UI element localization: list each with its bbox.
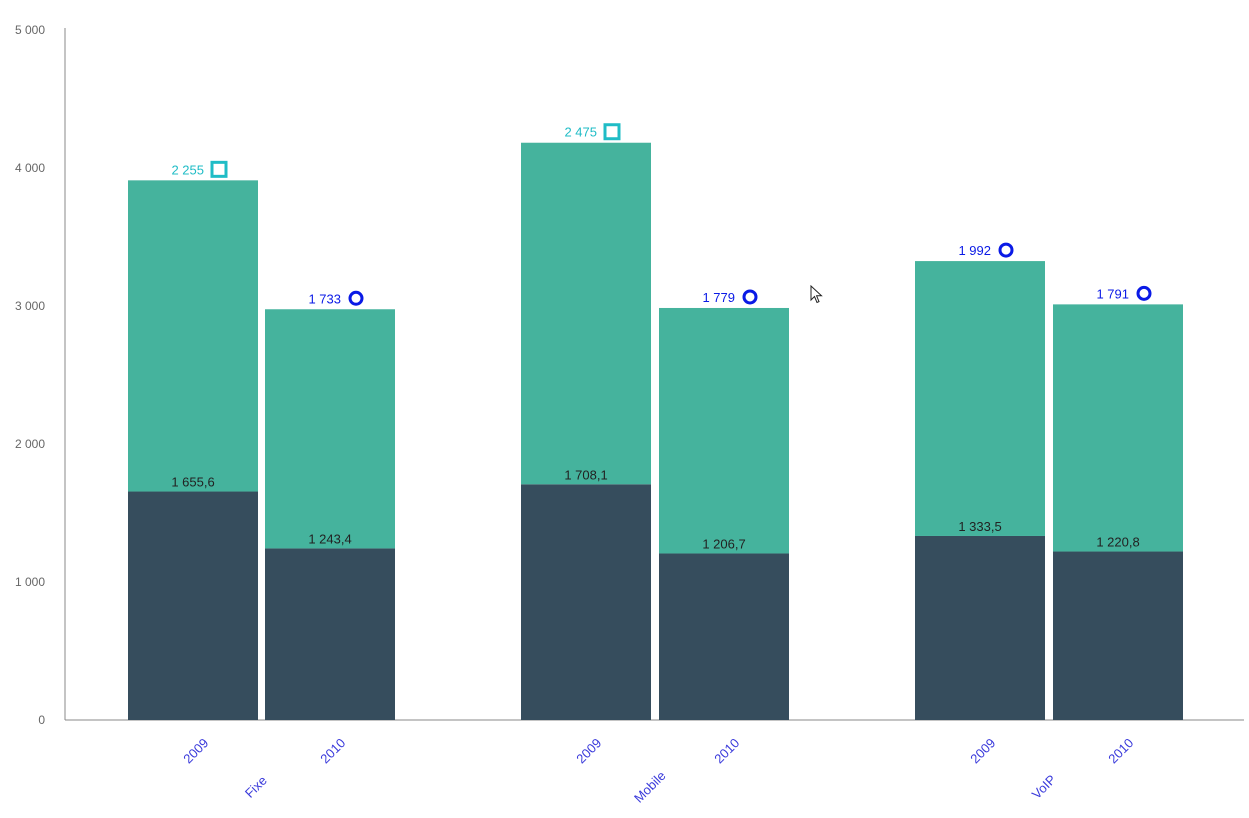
x-axis: 2009 2010 Fixe 2009 2010 Mobile 2009 2010 VoIP (180, 735, 1136, 805)
y-tick-label: 2 000 (15, 437, 45, 451)
y-tick-label: 4 000 (15, 161, 45, 175)
y-tick-label: 3 000 (15, 299, 45, 313)
bar-segment-bottom[interactable] (659, 553, 789, 720)
bar-total-value-label: 1 992 (958, 243, 991, 258)
bar-segment-bottom[interactable] (265, 548, 395, 720)
bar-total-value-label: 2 475 (564, 125, 597, 140)
bars (128, 142, 1183, 720)
x-tick-label: 2010 (1105, 735, 1136, 766)
bar-bottom-value-label: 1 243,4 (308, 531, 351, 546)
x-group-label: VoIP (1029, 772, 1059, 802)
bar-bottom-value-label: 1 206,7 (702, 536, 745, 551)
x-tick-label: 2010 (711, 735, 742, 766)
x-tick-label: 2009 (967, 735, 998, 766)
y-tick-label: 1 000 (15, 575, 45, 589)
bar-segment-bottom[interactable] (128, 491, 258, 720)
bar-segment-bottom[interactable] (915, 535, 1045, 720)
bar-total-value-label: 2 255 (171, 162, 204, 177)
bar-bottom-value-label: 1 333,5 (958, 519, 1001, 534)
circle-marker-icon[interactable] (1136, 285, 1152, 301)
x-group-label: Mobile (631, 768, 669, 806)
x-tick-label: 2010 (317, 735, 348, 766)
bar-bottom-value-label: 1 220,8 (1096, 535, 1139, 550)
circle-marker-icon[interactable] (998, 242, 1014, 258)
x-group-label: Fixe (242, 773, 270, 801)
y-axis: 0 1 000 2 000 3 000 4 000 5 000 (15, 23, 1244, 727)
bar-segment-bottom[interactable] (1053, 551, 1183, 720)
bar-total-value-label: 1 733 (308, 291, 341, 306)
bar-total-value-label: 1 791 (1096, 286, 1129, 301)
bar-segment-bottom[interactable] (521, 484, 651, 720)
x-tick-label: 2009 (180, 735, 211, 766)
bar-segment-top[interactable] (265, 309, 395, 549)
bar-segment-top[interactable] (1053, 304, 1183, 552)
circle-marker-icon[interactable] (348, 290, 364, 306)
circle-marker-icon[interactable] (742, 289, 758, 305)
bar-total-value-label: 1 779 (702, 290, 735, 305)
data-labels: 1 655,6 2 255 1 243,4 1 733 1 708,1 2 475 1 20… (171, 123, 1152, 551)
x-tick-label: 2009 (573, 735, 604, 766)
square-marker-icon[interactable] (603, 123, 621, 141)
bar-segment-top[interactable] (659, 307, 789, 554)
mouse-cursor-icon (810, 285, 823, 304)
y-tick-label: 0 (38, 713, 45, 727)
bar-bottom-value-label: 1 655,6 (171, 475, 214, 490)
bar-segment-top[interactable] (521, 142, 651, 485)
y-tick-label: 5 000 (15, 23, 45, 37)
bar-bottom-value-label: 1 708,1 (564, 467, 607, 482)
square-marker-icon[interactable] (210, 160, 228, 178)
bar-segment-top[interactable] (915, 261, 1045, 536)
bar-segment-top[interactable] (128, 180, 258, 492)
